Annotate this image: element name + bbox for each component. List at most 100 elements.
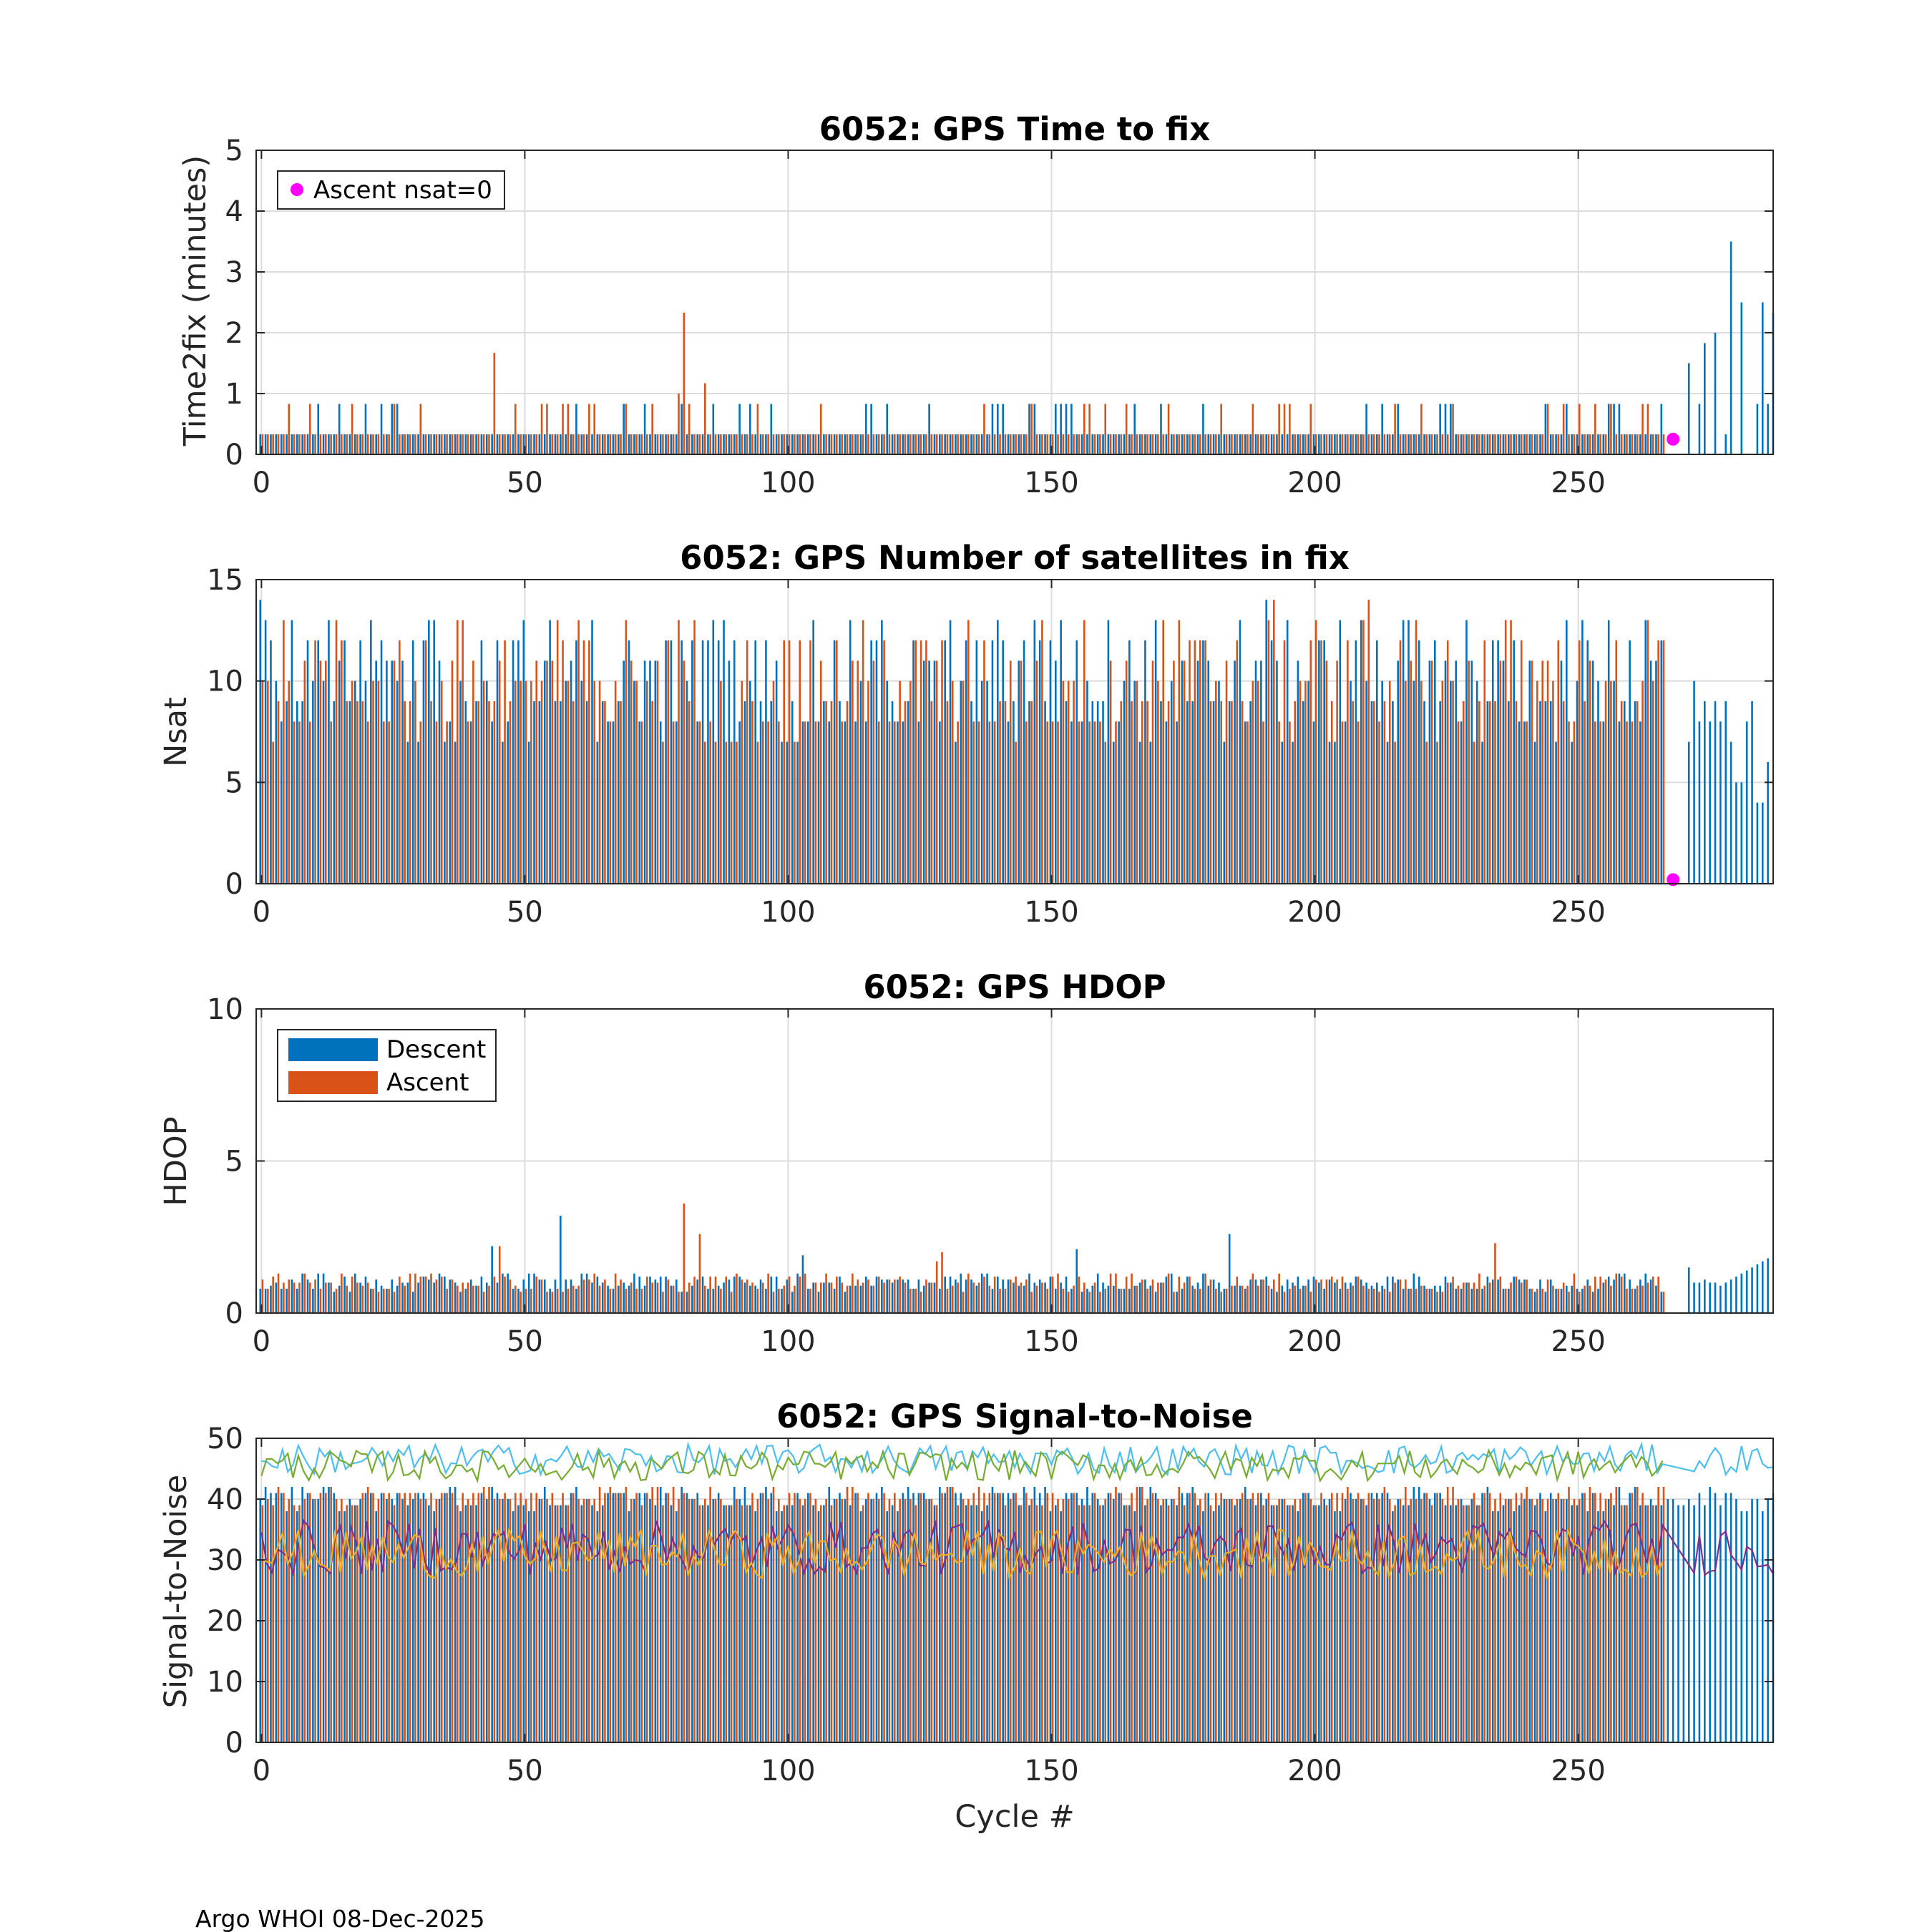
bar-ascent	[1478, 701, 1480, 884]
nsat-title: 6052: GPS Number of satellites in fix	[680, 539, 1350, 577]
ytick-label: 4	[225, 195, 243, 228]
bar-ascent	[725, 741, 728, 884]
bar-descent	[922, 434, 925, 454]
bar-descent	[1513, 640, 1516, 884]
bar-ascent	[562, 1493, 564, 1742]
bar-descent	[1323, 1499, 1326, 1742]
bar-ascent	[535, 1277, 538, 1313]
bar-descent	[580, 680, 583, 884]
bar-descent	[1444, 660, 1447, 884]
bar-ascent	[746, 1279, 748, 1313]
bar-ascent	[967, 620, 970, 884]
bar-ascent	[1499, 1493, 1502, 1742]
bar-descent	[1112, 1499, 1115, 1742]
bar-ascent	[625, 404, 628, 454]
bar-descent	[306, 640, 309, 884]
bar-ascent	[1325, 434, 1328, 454]
bar-ascent	[1425, 741, 1428, 884]
bar-descent	[1761, 1511, 1764, 1742]
bar-descent	[1450, 1505, 1452, 1742]
bar-ascent	[1004, 434, 1007, 454]
bar-descent	[870, 1285, 872, 1313]
bar-ascent	[941, 434, 943, 454]
bar-descent	[1239, 434, 1241, 454]
bar-ascent	[1468, 434, 1470, 454]
bar-ascent	[983, 640, 985, 884]
bar-ascent	[1283, 404, 1286, 454]
bar-ascent	[1146, 701, 1148, 884]
bar-ascent	[519, 1493, 522, 1742]
bar-descent	[680, 640, 683, 884]
bar-ascent	[472, 434, 474, 454]
bar-ascent	[472, 1493, 474, 1742]
bar-descent	[338, 1511, 341, 1742]
bar-ascent	[1462, 434, 1465, 454]
bar-descent	[980, 680, 983, 884]
bar-descent	[944, 1493, 947, 1742]
bar-descent	[1318, 1505, 1320, 1742]
bar-descent	[1470, 660, 1473, 884]
bar-ascent	[1062, 434, 1065, 454]
bar-ascent	[335, 1499, 338, 1742]
bar-descent	[723, 434, 725, 454]
bar-descent	[1719, 1285, 1722, 1313]
bar-ascent	[698, 1505, 701, 1742]
bar-ascent	[741, 680, 743, 884]
bar-descent	[1370, 434, 1373, 454]
bar-ascent	[1436, 1493, 1438, 1742]
bar-descent	[1170, 434, 1173, 454]
bar-descent	[1397, 1499, 1400, 1742]
bar-descent	[1107, 1285, 1110, 1313]
bar-descent	[1028, 1273, 1030, 1313]
xtick-label: 250	[1551, 896, 1605, 929]
bar-descent	[707, 1505, 709, 1742]
bar-ascent	[1452, 680, 1454, 884]
bar-descent	[1002, 640, 1004, 884]
bar-ascent	[1584, 1285, 1586, 1313]
bar-ascent	[1167, 701, 1170, 884]
bar-ascent	[1494, 1243, 1496, 1313]
bar-descent	[849, 1505, 852, 1742]
bar-descent	[1038, 434, 1041, 454]
bar-ascent	[1183, 660, 1186, 884]
bar-descent	[612, 721, 615, 884]
bar-descent	[496, 1493, 499, 1742]
bar-descent	[1181, 434, 1184, 454]
bar-descent	[359, 1499, 361, 1742]
bar-descent	[475, 701, 477, 884]
bar-descent	[1160, 701, 1162, 884]
bar-descent	[328, 620, 330, 884]
bar-ascent	[1357, 434, 1360, 454]
bar-descent	[928, 1499, 930, 1742]
bar-ascent	[1357, 1493, 1360, 1742]
bar-ascent	[751, 701, 753, 884]
bar-descent	[1202, 404, 1204, 454]
bar-ascent	[1104, 1499, 1107, 1742]
xtick-label: 250	[1551, 1325, 1605, 1358]
bar-ascent	[1231, 701, 1233, 884]
bar-ascent	[1183, 434, 1186, 454]
bar-ascent	[308, 404, 311, 454]
bar-descent	[1649, 1279, 1652, 1313]
bar-ascent	[893, 1279, 896, 1313]
bar-ascent	[614, 1273, 617, 1313]
bar-descent	[1560, 1289, 1563, 1313]
bar-ascent	[298, 434, 301, 454]
bar-descent	[1128, 434, 1131, 454]
bar-ascent	[852, 434, 854, 454]
bar-ascent	[546, 660, 548, 884]
bar-descent	[881, 1487, 883, 1742]
bar-descent	[1544, 1292, 1547, 1313]
bar-ascent	[972, 721, 975, 884]
bar-descent	[359, 640, 361, 884]
bar-descent	[759, 701, 762, 884]
bar-descent	[1118, 1289, 1120, 1313]
bar-ascent	[366, 434, 369, 454]
bar-ascent	[667, 434, 670, 454]
bar-descent	[1591, 660, 1594, 884]
bar-ascent	[1252, 680, 1254, 884]
bar-ascent	[1289, 1289, 1291, 1313]
bar-descent	[633, 1273, 635, 1313]
bar-descent	[1281, 1285, 1284, 1313]
